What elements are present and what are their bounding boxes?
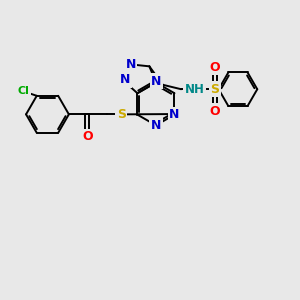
Text: N: N bbox=[169, 108, 180, 121]
Text: N: N bbox=[120, 74, 130, 86]
Text: S: S bbox=[210, 83, 219, 96]
Text: N: N bbox=[125, 58, 136, 71]
Text: S: S bbox=[117, 108, 126, 121]
Text: N: N bbox=[152, 74, 162, 88]
Text: NH: NH bbox=[184, 83, 205, 96]
Text: O: O bbox=[209, 61, 220, 74]
Text: O: O bbox=[82, 130, 93, 143]
Text: N: N bbox=[151, 119, 161, 132]
Text: O: O bbox=[209, 105, 220, 118]
Text: Cl: Cl bbox=[17, 86, 29, 96]
